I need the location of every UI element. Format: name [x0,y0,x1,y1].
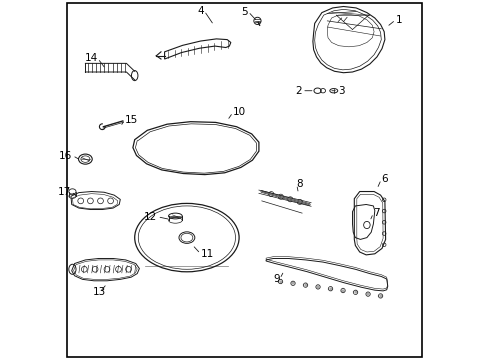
Text: 8: 8 [296,179,303,189]
Text: 16: 16 [59,150,72,161]
Text: 3: 3 [337,86,344,96]
Text: 2: 2 [295,86,302,96]
Text: 6: 6 [381,174,387,184]
Text: 15: 15 [125,114,138,125]
Text: 7: 7 [373,208,379,218]
Text: 10: 10 [232,107,245,117]
Text: 4: 4 [197,6,204,16]
Text: 9: 9 [273,274,279,284]
Text: 5: 5 [241,6,247,17]
Text: 14: 14 [84,53,98,63]
Text: 11: 11 [200,249,213,259]
Text: 1: 1 [395,15,402,25]
Text: 13: 13 [93,287,106,297]
Text: 12: 12 [144,212,157,222]
Text: 17: 17 [58,186,71,197]
